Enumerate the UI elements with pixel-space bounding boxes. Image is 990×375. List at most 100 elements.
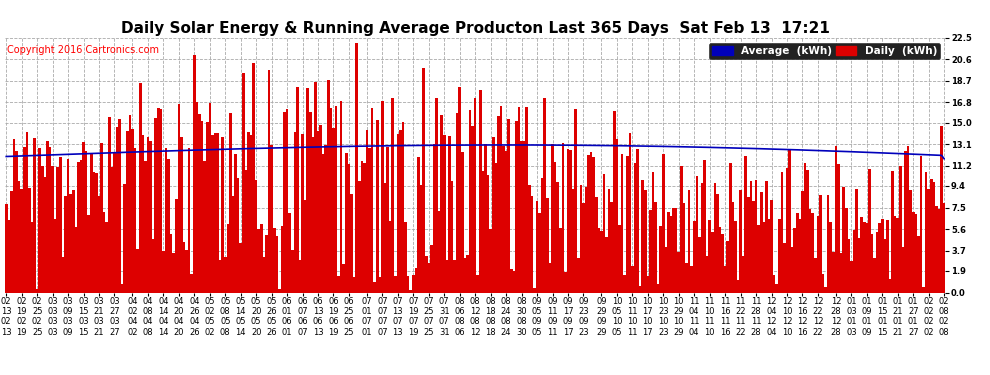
Bar: [804, 162, 806, 292]
Bar: [852, 230, 855, 292]
Bar: [479, 90, 482, 292]
Bar: [842, 187, 844, 292]
Bar: [216, 133, 219, 292]
Bar: [876, 232, 878, 292]
Bar: [149, 141, 151, 292]
Bar: [546, 198, 548, 292]
Bar: [219, 260, 222, 292]
Bar: [566, 149, 569, 292]
Bar: [211, 135, 214, 292]
Bar: [637, 148, 639, 292]
Bar: [642, 180, 644, 292]
Bar: [587, 155, 590, 292]
Bar: [265, 235, 267, 292]
Bar: [817, 216, 819, 292]
Bar: [39, 148, 41, 292]
Bar: [749, 181, 752, 292]
Bar: [928, 189, 930, 292]
Bar: [180, 137, 183, 292]
Bar: [53, 219, 56, 292]
Bar: [87, 214, 90, 292]
Bar: [539, 213, 541, 292]
Bar: [103, 212, 106, 292]
Bar: [157, 108, 159, 292]
Bar: [468, 110, 471, 292]
Bar: [714, 183, 716, 292]
Bar: [384, 183, 386, 292]
Bar: [455, 113, 458, 292]
Bar: [744, 156, 747, 292]
Bar: [248, 132, 249, 292]
Bar: [793, 228, 796, 292]
Bar: [729, 163, 732, 292]
Bar: [280, 226, 283, 292]
Bar: [240, 243, 242, 292]
Bar: [164, 148, 167, 292]
Bar: [10, 191, 13, 292]
Bar: [844, 208, 847, 292]
Bar: [590, 152, 592, 292]
Bar: [611, 201, 613, 292]
Bar: [727, 241, 729, 292]
Bar: [559, 228, 561, 292]
Bar: [368, 148, 371, 292]
Bar: [466, 255, 468, 292]
Bar: [249, 135, 252, 292]
Bar: [626, 156, 629, 292]
Bar: [214, 133, 216, 292]
Bar: [365, 130, 368, 292]
Bar: [425, 256, 428, 292]
Bar: [428, 263, 430, 292]
Bar: [693, 221, 696, 292]
Bar: [304, 200, 307, 292]
Bar: [863, 222, 865, 292]
Bar: [458, 87, 461, 292]
Bar: [151, 240, 154, 292]
Bar: [780, 172, 783, 292]
Bar: [476, 275, 479, 292]
Bar: [471, 126, 474, 292]
Bar: [605, 237, 608, 292]
Bar: [497, 116, 500, 292]
Bar: [603, 174, 605, 292]
Bar: [531, 195, 534, 292]
Bar: [381, 100, 384, 292]
Bar: [44, 177, 47, 292]
Bar: [108, 117, 111, 292]
Bar: [113, 153, 116, 292]
Bar: [124, 184, 126, 292]
Bar: [402, 122, 404, 292]
Bar: [786, 168, 788, 292]
Bar: [667, 212, 670, 292]
Bar: [299, 260, 301, 292]
Bar: [899, 165, 902, 292]
Bar: [193, 55, 196, 292]
Bar: [541, 178, 544, 292]
Bar: [654, 202, 656, 292]
Bar: [788, 149, 791, 292]
Text: Copyright 2016 Cartronics.com: Copyright 2016 Cartronics.com: [7, 45, 158, 55]
Bar: [139, 83, 142, 292]
Bar: [910, 190, 912, 292]
Bar: [706, 256, 709, 292]
Bar: [72, 190, 74, 292]
Bar: [373, 282, 376, 292]
Bar: [376, 120, 378, 292]
Bar: [64, 196, 66, 292]
Bar: [518, 107, 521, 292]
Bar: [224, 257, 227, 292]
Bar: [170, 234, 172, 292]
Bar: [561, 143, 564, 292]
Bar: [423, 68, 425, 292]
Bar: [371, 108, 373, 292]
Bar: [644, 190, 646, 292]
Bar: [443, 135, 446, 292]
Bar: [355, 43, 358, 292]
Bar: [288, 213, 291, 292]
Bar: [735, 221, 737, 292]
Bar: [672, 208, 675, 292]
Bar: [28, 188, 31, 292]
Bar: [325, 145, 327, 292]
Bar: [196, 102, 198, 292]
Bar: [920, 156, 923, 292]
